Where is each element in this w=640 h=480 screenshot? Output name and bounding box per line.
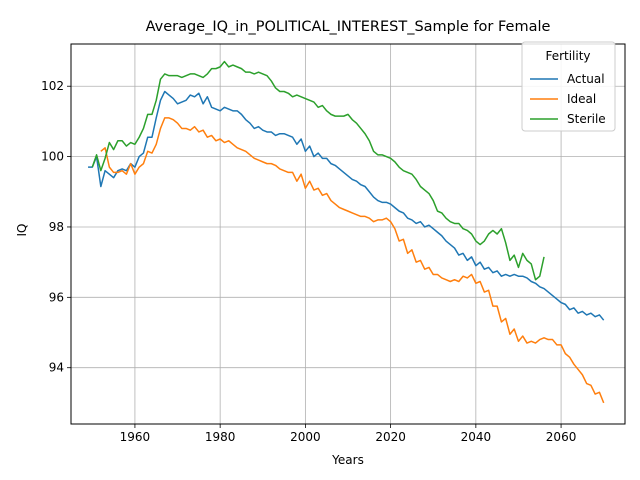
axis-ticks: 1960 1980 2000 2020 2040 2060 94 96 98 100 102 — [41, 79, 576, 444]
legend-box — [521, 41, 616, 132]
legend-label-sterile: Sterile — [567, 112, 606, 126]
legend-title: Fertility — [545, 49, 590, 63]
y-tick-label: 94 — [49, 361, 64, 375]
legend-entries: Actual Ideal Sterile — [530, 72, 606, 126]
x-tick-label: 2040 — [461, 430, 492, 444]
x-tick-label: 1980 — [205, 430, 236, 444]
y-tick-label: 102 — [41, 79, 64, 93]
chart-title: Average_IQ_in_POLITICAL_INTEREST_Sample … — [146, 19, 551, 35]
x-tick-label: 2000 — [290, 430, 321, 444]
x-axis-title: Years — [331, 453, 364, 467]
y-tick-label: 96 — [49, 290, 64, 304]
plot-area-frame — [70, 43, 626, 425]
legend-label-ideal: Ideal — [567, 92, 596, 106]
series-line-ideal — [100, 117, 605, 404]
y-axis-title: IQ — [15, 224, 29, 237]
legend: Fertility Actual Ideal Sterile — [521, 41, 616, 132]
series-lines — [88, 60, 605, 404]
y-tick-label: 98 — [49, 220, 64, 234]
series-line-sterile — [91, 60, 545, 281]
y-tick-label: 100 — [41, 150, 64, 164]
legend-label-actual: Actual — [567, 72, 605, 86]
x-tick-label: 2020 — [375, 430, 406, 444]
series-line-actual — [88, 90, 605, 321]
x-tick-label: 1960 — [120, 430, 151, 444]
x-tick-label: 2060 — [546, 430, 577, 444]
